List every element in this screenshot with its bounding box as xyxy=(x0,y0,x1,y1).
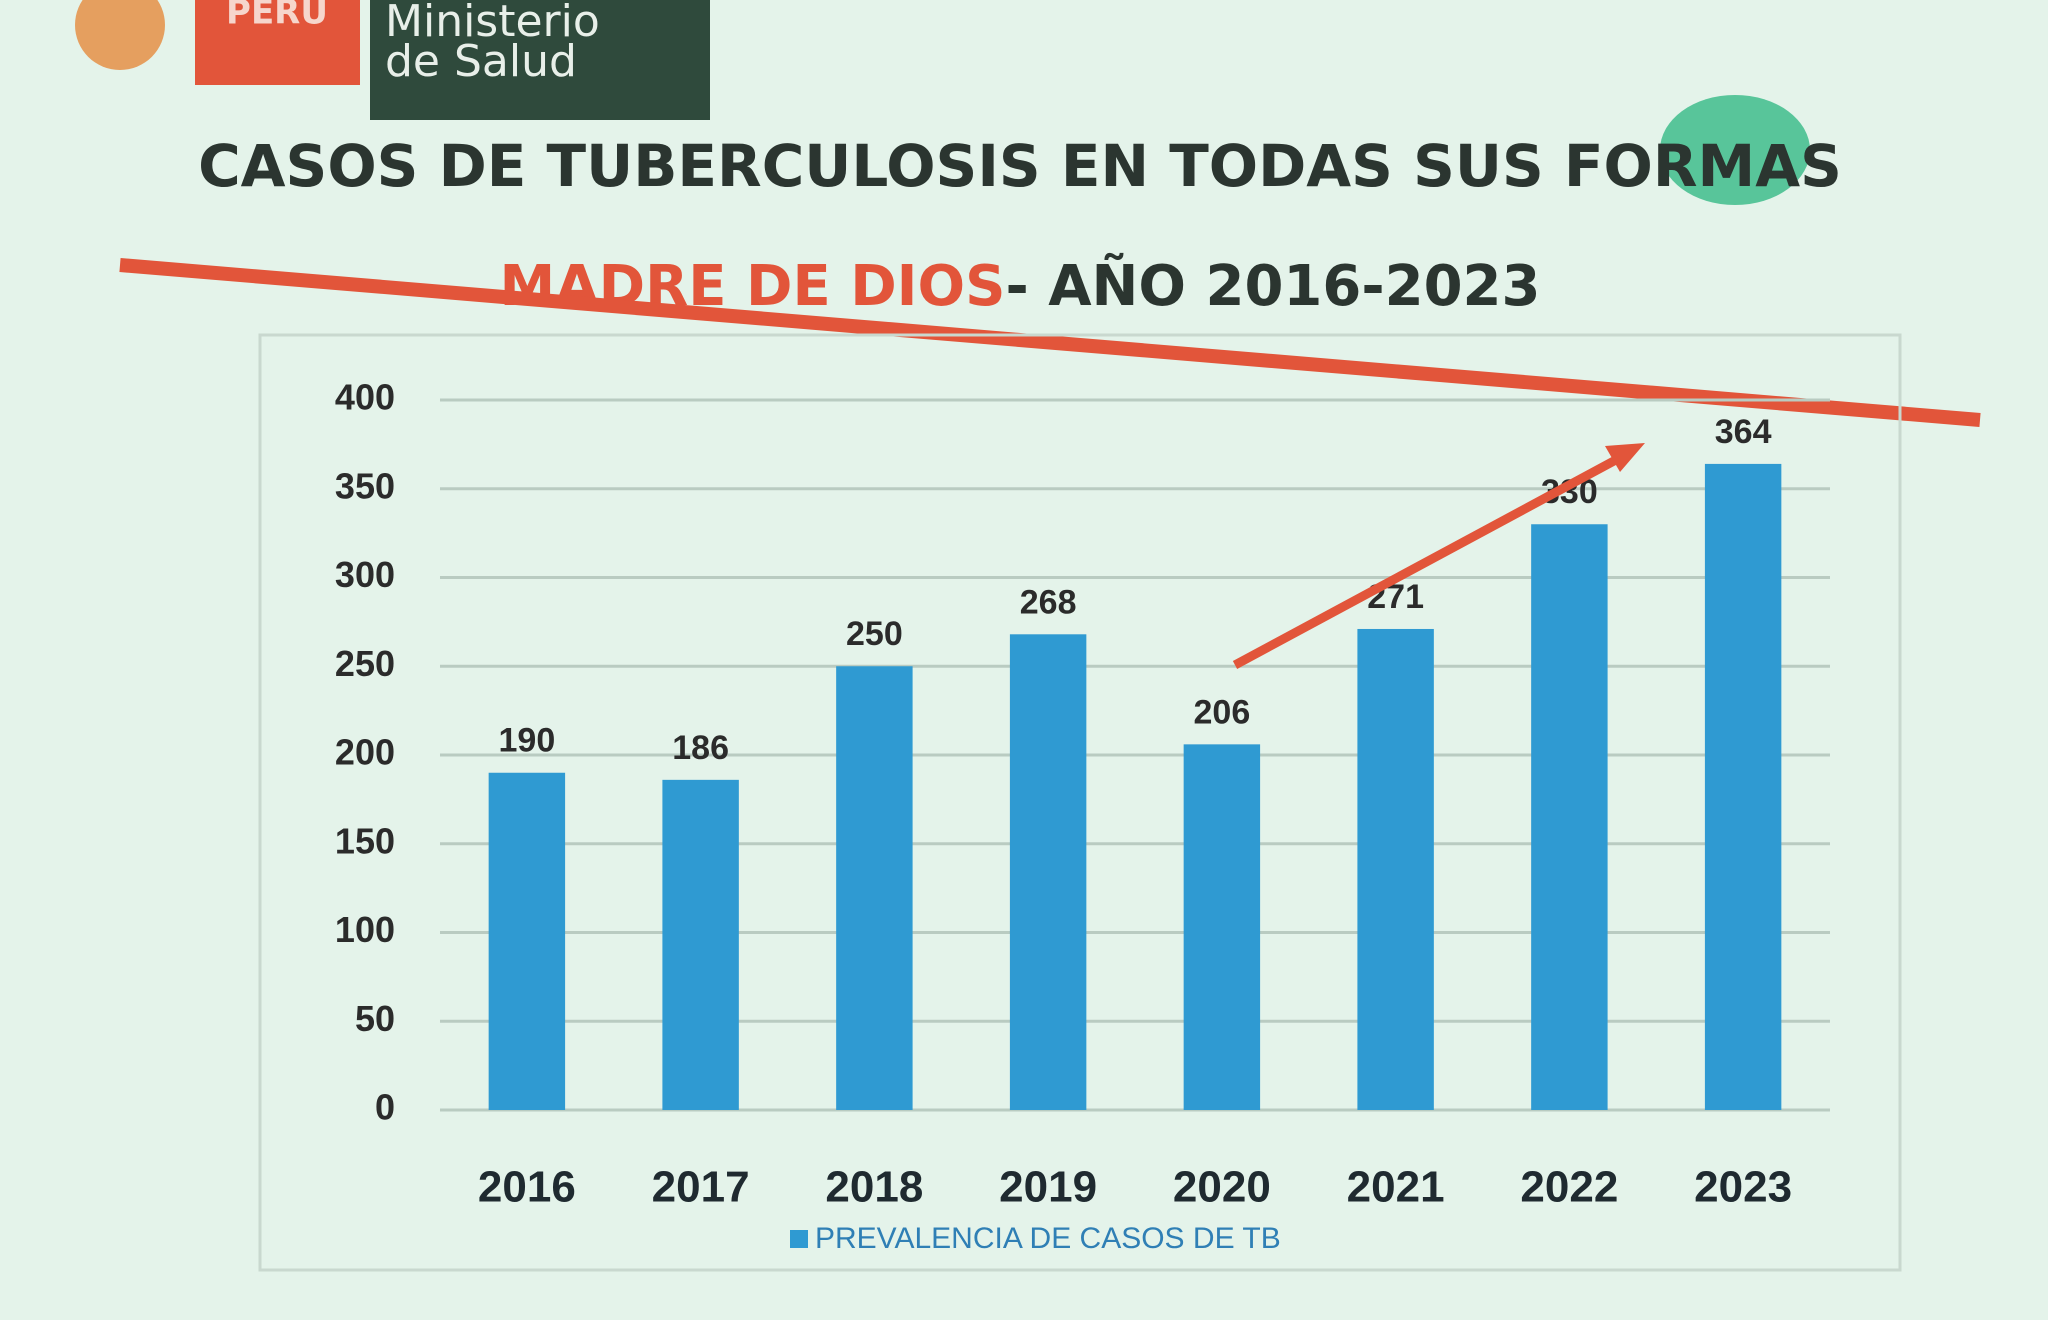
chart-frame xyxy=(258,333,1902,1272)
bar xyxy=(488,772,566,1110)
x-tick-label: 2020 xyxy=(1173,1163,1271,1212)
legend-swatch xyxy=(790,1230,808,1248)
legend-label: PREVALENCIA DE CASOS DE TB xyxy=(815,1222,1281,1255)
plot: 0 50 100 150 200 250 300 350 400 2016 2017 2018 2019… xyxy=(335,377,1830,1255)
y-tick-label: 50 xyxy=(355,998,395,1039)
regional-logo xyxy=(1660,95,1810,205)
bar xyxy=(1183,744,1261,1110)
x-tick-label: 2019 xyxy=(999,1163,1097,1212)
bar xyxy=(1531,524,1608,1110)
bar xyxy=(662,779,739,1110)
header-green-box xyxy=(370,0,710,120)
value-label: 364 xyxy=(1715,413,1772,451)
y-tick-label: 200 xyxy=(335,732,395,773)
x-tick-label: 2016 xyxy=(478,1163,576,1212)
x-tick-label: 2018 xyxy=(825,1163,923,1212)
y-tick-label: 350 xyxy=(335,465,395,506)
y-tick-label: 300 xyxy=(335,554,395,595)
value-label: 268 xyxy=(1020,583,1077,621)
x-tick-label: 2023 xyxy=(1694,1163,1792,1212)
value-label: 250 xyxy=(846,615,903,653)
trend-arrow xyxy=(1232,451,1628,669)
bar xyxy=(1704,463,1782,1110)
decorative-rule xyxy=(119,258,1981,427)
header-ministry: de Salud xyxy=(385,36,577,87)
value-label: 271 xyxy=(1367,578,1424,616)
value-label: 206 xyxy=(1194,693,1251,731)
header-country: PERÚ xyxy=(226,0,328,33)
bar xyxy=(836,666,913,1110)
x-tick-label: 2021 xyxy=(1347,1163,1445,1212)
chart-title: CASOS DE TUBERCULOSIS EN TODAS SUS FORMA… xyxy=(198,132,1842,200)
y-tick-label: 150 xyxy=(335,820,395,861)
logo xyxy=(75,0,165,70)
header-ministry: Ministerio xyxy=(385,0,600,47)
x-tick-label: 2022 xyxy=(1520,1163,1618,1212)
header-red-box xyxy=(195,0,360,85)
y-tick-label: 100 xyxy=(335,909,395,950)
trend-arrow-head xyxy=(1605,443,1645,472)
y-tick-label: 400 xyxy=(335,377,395,418)
x-tick-label: 2017 xyxy=(652,1163,750,1212)
y-tick-label: 250 xyxy=(335,643,395,684)
bar xyxy=(1357,628,1434,1110)
bar xyxy=(1009,634,1087,1110)
value-label: 190 xyxy=(499,722,556,760)
subtitle-text: - AÑO 2016-2023 xyxy=(1005,254,1540,319)
value-label: 186 xyxy=(672,729,729,767)
y-tick-label: 0 xyxy=(375,1087,395,1128)
